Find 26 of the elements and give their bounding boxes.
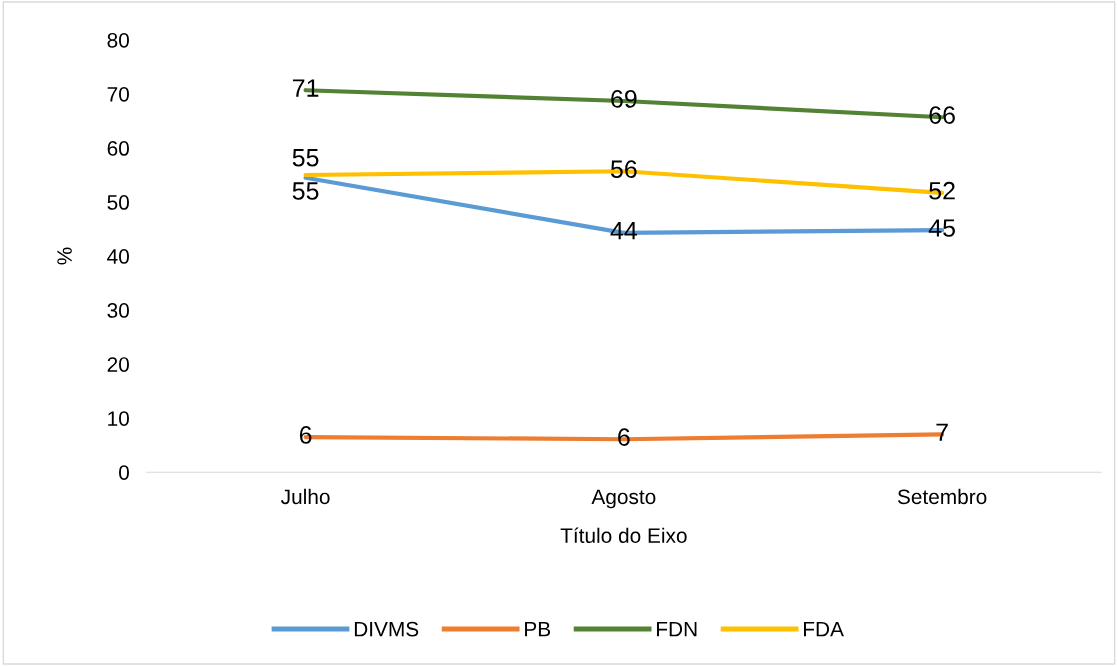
y-tick-label: 80 <box>107 32 129 48</box>
legend-label: DIVMS <box>354 621 419 637</box>
y-tick-label: 10 <box>108 411 129 426</box>
legend-label: FDN <box>657 621 697 637</box>
y-tick-label: 50 <box>107 195 129 210</box>
data-label: 52 <box>929 181 955 200</box>
data-label: 71 <box>292 79 319 97</box>
data-label: 66 <box>929 106 955 124</box>
x-tick-label: Julho <box>281 488 330 505</box>
y-tick-label: 70 <box>107 86 129 102</box>
y-tick-label: 30 <box>107 303 129 318</box>
y-tick-label: 40 <box>107 249 129 264</box>
x-axis-title: Título do Eixo <box>560 527 687 544</box>
legend-label: PB <box>525 621 551 637</box>
data-label: 45 <box>928 219 955 237</box>
y-axis-title: % <box>57 247 72 265</box>
x-tick-label: Agosto <box>591 489 656 509</box>
legend-label: FDA <box>804 621 844 637</box>
y-tick-label: 20 <box>107 357 129 372</box>
x-tick-label: Setembro <box>897 488 987 505</box>
y-tick-label: 60 <box>107 141 129 156</box>
data-label: 56 <box>610 160 637 178</box>
data-label: 55 <box>292 182 319 200</box>
data-label: 55 <box>292 149 319 167</box>
y-tick-label: 0 <box>119 465 129 480</box>
data-label: 44 <box>610 222 638 240</box>
